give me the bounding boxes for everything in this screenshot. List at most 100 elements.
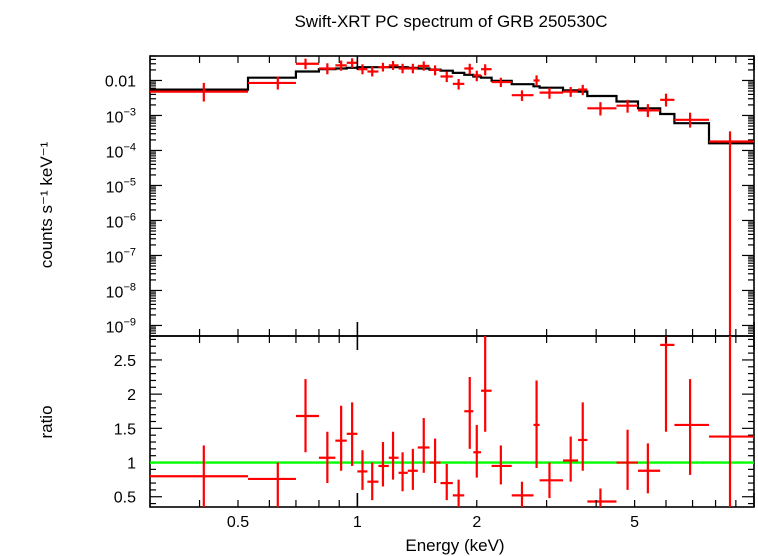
y-tick-exponent: −8 <box>123 281 136 293</box>
data-point <box>578 84 588 96</box>
x-tick-label: 5 <box>630 514 639 531</box>
y-tick-exponent: −9 <box>123 316 136 328</box>
data-point <box>511 90 534 101</box>
ratio-point <box>335 405 347 471</box>
data-point <box>674 112 709 128</box>
data-point <box>318 63 336 75</box>
ratio-point <box>587 488 617 507</box>
data-point <box>464 63 474 75</box>
y-tick-base: 10 <box>106 179 124 196</box>
y-tick-label: 2 <box>127 387 136 404</box>
data-point <box>335 60 347 71</box>
ratio-point <box>440 463 453 501</box>
x-axis-label: Energy (keV) <box>405 536 504 555</box>
ratio-point <box>398 452 408 492</box>
data-point <box>417 61 430 71</box>
ratio-point <box>452 479 465 507</box>
ratio-point <box>378 442 389 487</box>
ratio-point <box>674 379 709 475</box>
ratio-point <box>708 336 754 507</box>
ratio-point <box>660 336 675 432</box>
y-tick-base: 10 <box>106 214 124 231</box>
ratio-point <box>388 431 399 480</box>
y-tick-exponent: −4 <box>123 141 136 153</box>
data-point <box>429 65 441 76</box>
data-point <box>491 77 512 88</box>
data-point <box>150 82 249 102</box>
data-point <box>378 62 389 72</box>
ratio-point <box>464 377 474 449</box>
data-point <box>248 76 296 90</box>
y-tick-label: 1.5 <box>114 421 136 438</box>
data-point <box>440 71 453 83</box>
data-point <box>295 58 319 70</box>
ratio-point <box>318 431 336 484</box>
x-tick-label: 0.5 <box>227 514 249 531</box>
ratio-point <box>295 379 319 453</box>
ratio-point <box>511 481 534 507</box>
ratio-point <box>533 380 540 469</box>
data-point <box>638 104 661 118</box>
data-point <box>533 75 540 86</box>
y-tick-base: 10 <box>106 109 124 126</box>
x-tick-label: 2 <box>472 514 481 531</box>
y-tick-label: 10−3 <box>106 106 136 126</box>
ratio-point <box>407 448 418 490</box>
ratio-point <box>563 436 579 482</box>
y-axis-label-ratio: ratio <box>37 405 56 438</box>
ratio-point <box>491 445 512 485</box>
data-point <box>539 87 564 99</box>
data-point <box>587 102 617 116</box>
y-tick-label: 0.01 <box>105 73 136 90</box>
x-tick-label: 1 <box>353 514 362 531</box>
energy-axis: 0.5 1 2 5 <box>149 56 755 531</box>
data-point <box>346 58 358 68</box>
y-tick-base: 10 <box>106 319 124 336</box>
data-point <box>563 87 579 97</box>
y-tick-exponent: −6 <box>123 211 136 223</box>
y-tick-exponent: −7 <box>123 246 136 258</box>
ratio-point <box>429 438 441 484</box>
y-tick-label: 10−4 <box>106 141 136 161</box>
ratio-point <box>578 402 588 471</box>
ratio-point <box>150 445 249 507</box>
data-point <box>367 66 379 77</box>
ratio-point <box>473 424 482 478</box>
y-tick-label: 10−9 <box>106 316 136 336</box>
y-tick-label: 1 <box>127 456 136 473</box>
ratio-panel: 0.5 1 1.5 2 2.5 <box>114 335 755 508</box>
ratio-point <box>638 443 661 494</box>
data-point <box>407 63 418 74</box>
y-tick-label: 10−5 <box>106 176 136 196</box>
y-tick-base: 10 <box>106 284 124 301</box>
data-point <box>708 131 754 336</box>
model-line <box>150 66 754 145</box>
data-point <box>388 60 399 70</box>
ratio-point <box>481 336 492 432</box>
y-tick-label: 10−7 <box>106 246 136 266</box>
y-tick-exponent: −5 <box>123 176 136 188</box>
data-point <box>660 93 675 107</box>
ratio-point <box>367 462 379 501</box>
ratio-point <box>417 418 430 473</box>
y-tick-label: 0.5 <box>114 490 136 507</box>
data-point <box>616 99 639 113</box>
ratio-point <box>539 462 564 499</box>
ratio-point <box>248 462 296 507</box>
ratio-point <box>616 429 639 490</box>
y-tick-base: 10 <box>106 144 124 161</box>
y-tick-label: 10−6 <box>106 211 136 231</box>
chart-title: Swift-XRT PC spectrum of GRB 250530C <box>294 12 607 31</box>
spectrum-frame <box>149 55 755 337</box>
ratio-point <box>346 402 358 466</box>
ratio-point <box>357 450 368 490</box>
data-point <box>481 64 492 76</box>
y-tick-base: 10 <box>106 249 124 266</box>
data-point <box>357 64 368 75</box>
data-point <box>452 79 465 90</box>
y-tick-label: 10−8 <box>106 281 136 301</box>
ratio-frame <box>149 335 755 508</box>
data-point <box>473 70 482 82</box>
